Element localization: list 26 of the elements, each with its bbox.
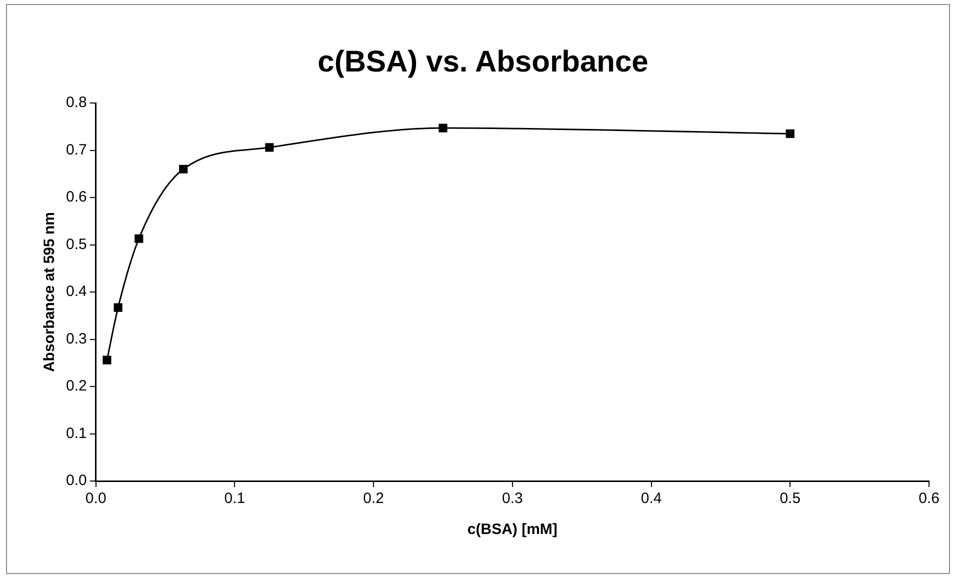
- x-axis-title: c(BSA) [mM]: [467, 521, 558, 538]
- y-tick-label: 0.6: [66, 188, 87, 206]
- y-tick-label: 0.0: [66, 472, 87, 490]
- point: [786, 129, 794, 138]
- x-tick-label: 0.0: [85, 490, 106, 508]
- y-tick-label: 0.7: [66, 141, 87, 158]
- point: [114, 303, 122, 312]
- x-tick-label: 0.2: [363, 490, 384, 508]
- x-tick-label: 0.4: [640, 490, 662, 508]
- point: [134, 234, 144, 243]
- x-tick-label: 0.5: [780, 490, 801, 508]
- point: [179, 164, 188, 174]
- point: [438, 124, 448, 132]
- point: [265, 143, 274, 152]
- y-tick-label: 0.5: [66, 236, 87, 253]
- x-tick-label: 0.6: [918, 490, 940, 508]
- y-axis-title: Absorbance at 595 nm: [41, 212, 58, 372]
- y-tick-label: 0.2: [66, 378, 87, 395]
- y-tick-label: 0.4: [66, 283, 87, 300]
- y-tick-label: 0.3: [66, 330, 87, 348]
- chart-title: c(BSA) vs. Absorbance: [318, 45, 648, 78]
- y-tick-label: 0.8: [66, 94, 87, 112]
- point: [102, 356, 112, 364]
- x-tick-label: 0.1: [224, 490, 246, 508]
- y-tick-label: 0.1: [66, 424, 87, 442]
- x-tick-label: 0.3: [502, 490, 523, 508]
